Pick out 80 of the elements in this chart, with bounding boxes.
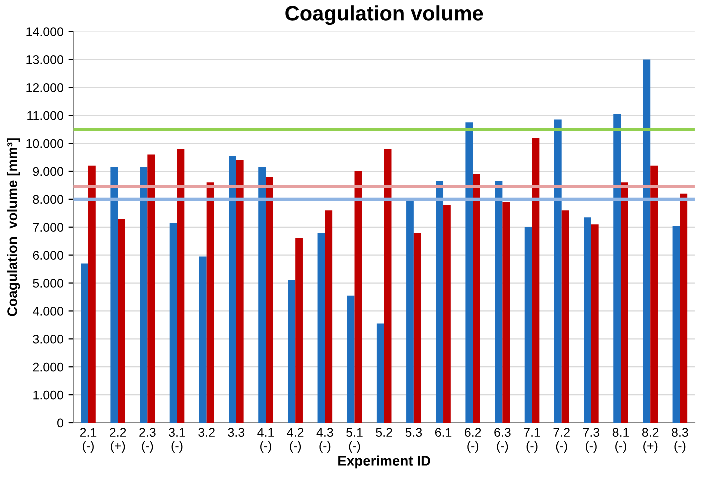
x-tick-label: 2.1 (-) [80,428,97,453]
bar [206,182,214,423]
bar [384,149,392,423]
bar [414,232,422,423]
y-tick-label: 9.000 [33,167,64,176]
x-tick-label: 8.2 (+) [642,428,659,453]
bar [236,160,244,423]
bar [473,174,480,423]
bar [444,205,451,423]
y-tick-label: 1.000 [34,390,64,400]
x-tick-label: 4.3 (-) [316,428,334,453]
x-tick-label: 3.2 [198,428,215,438]
bar [266,177,274,423]
x-tick-label: 7.1 (-) [524,428,540,453]
y-tick-label: 11.000 [28,111,64,120]
bar [495,181,503,423]
bar [376,324,384,423]
bar [621,182,628,423]
x-tick-label: 4.2 (-) [287,428,304,453]
x-tick-label: 3.1 (-) [169,428,186,453]
y-tick-label: 10.000 [26,139,64,148]
x-tick-label: 4.1 (-) [258,428,274,453]
y-tick-label: 8.000 [33,195,64,204]
y-tick-label: 0 [58,418,64,428]
x-tick-label: 5.2 [376,428,392,438]
x-tick-label: 2.2 (+) [110,428,126,453]
bar [258,167,266,423]
x-tick-label: 8.1 (-) [612,428,630,453]
x-tick-label: 7.2 (-) [554,428,570,453]
y-tick-label: 5.000 [33,279,64,288]
x-axis-title: Experiment ID [338,456,430,469]
x-tick-label: 5.1 (-) [346,428,363,453]
bar [170,223,178,423]
y-tick-label: 14.000 [26,28,64,36]
bar [110,167,118,423]
bar [199,256,207,423]
x-tick-label: 3.3 [228,428,245,438]
bar [288,280,296,423]
x-tick-label: 6.2 (-) [465,428,482,453]
bar [502,202,510,423]
x-tick-label: 8.3 (-) [672,428,688,453]
bar [354,172,362,423]
y-tick-label: 7.000 [33,223,64,232]
y-tick-label: 2.000 [33,362,64,372]
bar [466,122,474,423]
x-tick-label: 6.3 (-) [494,428,511,453]
y-tick-label: 13.000 [26,56,64,64]
bar [177,149,185,423]
bar [584,218,592,423]
bar [148,154,156,423]
bar [680,194,688,423]
bar [325,210,333,423]
bar [118,219,126,423]
bar [650,166,658,423]
bar [524,227,532,423]
x-tick-label: 6.1 [435,428,452,438]
bar [672,226,680,423]
bar [318,232,326,423]
bar [296,238,303,423]
bar [347,296,355,423]
y-tick-label: 4.000 [33,307,64,316]
x-tick-label: 2.3 (-) [140,428,156,453]
y-tick-label: 3.000 [33,334,64,344]
bar [532,138,540,423]
bar [562,210,570,423]
bar [554,120,562,423]
bar [140,167,148,423]
chart-title: Coagulation volume [286,6,484,26]
y-axis-title: Coagulation volume [mm³] [7,138,20,316]
x-tick-label: 7.3 (-) [583,428,600,453]
bar [643,60,651,423]
y-tick-label: 6.000 [33,251,64,260]
bar [591,224,599,423]
bar [81,264,88,423]
bar [436,181,444,423]
bar [229,156,236,423]
x-tick-label: 5.3 [406,428,422,438]
y-tick-label: 12.000 [26,83,64,92]
bar [88,166,96,423]
bar [614,114,622,423]
